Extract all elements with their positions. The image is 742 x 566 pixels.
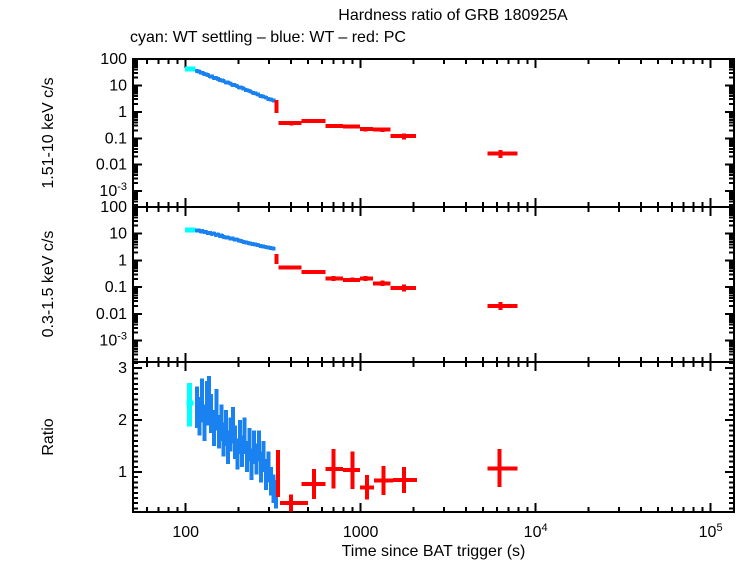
chart-subtitle: cyan: WT settling – blue: WT – red: PC [130,29,406,46]
tick-label: 1000 [343,524,379,541]
panel-frame [132,361,735,513]
y-axis-label-soft-band: 0.3-1.5 keV c/s [40,230,57,338]
series-wt [194,376,278,509]
tick-label: 100 [100,51,127,68]
series-wt-settling [186,382,194,427]
panel-ratio: 3 2 1 [118,360,735,513]
series-wt [194,69,276,103]
tick-label: 10 [109,77,127,94]
panel-soft-band: 100 10 1 0.1 0.01 10-3 [96,199,735,363]
tick-label: 1 [118,104,127,121]
tick-label: 0.01 [96,157,127,174]
tick-label: 10-3 [99,331,127,350]
tick-label: 0.01 [96,306,127,323]
tick-label: 10 [109,226,127,243]
tick-label: 0.1 [105,130,127,147]
tick-label: 1 [118,252,127,269]
tick-label: 3 [118,360,127,377]
panel-hard-band: 100 10 1 0.1 0.01 10-3 [96,51,735,208]
series-wt [194,228,276,251]
series-pc [274,100,518,158]
series-pc [275,449,518,512]
tick-label: 104 [524,522,548,541]
tick-label: 1 [118,464,127,481]
tick-label: 105 [699,522,723,541]
tick-label: 10-3 [99,181,127,200]
series-pc [274,254,518,311]
series-wt-settling [184,227,196,233]
x-axis-label: Time since BAT trigger (s) [341,543,526,560]
tick-label: 100 [100,199,127,216]
panel-frame [132,206,735,363]
series-wt-settling [184,66,196,72]
tick-label: 100 [172,524,199,541]
y-axis-label-ratio: Ratio [40,418,57,456]
tick-label: 2 [118,412,127,429]
tick-label: 0.1 [105,279,127,296]
y-axis-label-hard-band: 1.51-10 keV c/s [40,77,57,189]
x-axis-tick-labels: 100 1000 104 105 [172,522,722,541]
chart-title: Hardness ratio of GRB 180925A [338,7,568,24]
